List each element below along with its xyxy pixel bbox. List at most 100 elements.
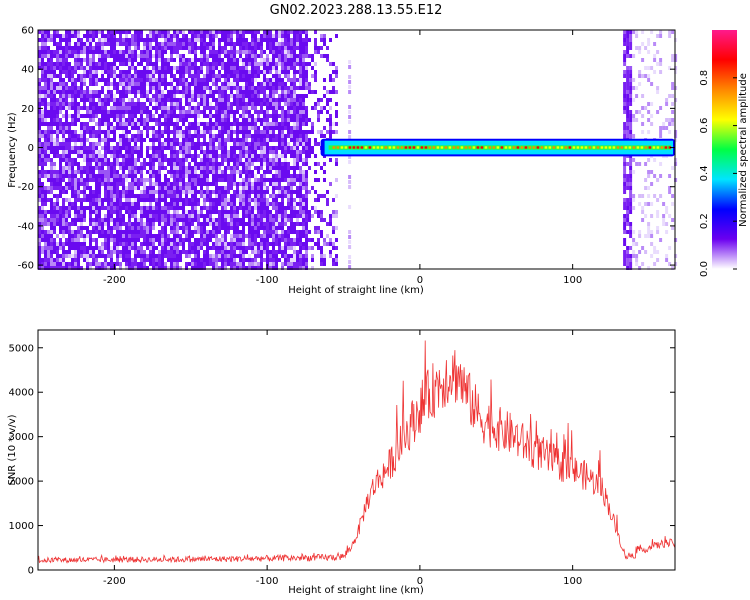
- noise-cell: [296, 130, 299, 134]
- noise-cell: [257, 230, 260, 234]
- noise-cell: [230, 38, 233, 42]
- noise-cell: [287, 90, 290, 94]
- noise-cell: [149, 74, 152, 78]
- noise-cell: [254, 194, 257, 198]
- noise-cell: [119, 206, 122, 210]
- noise-cell: [98, 222, 101, 226]
- noise-cell: [89, 102, 92, 106]
- noise-cell: [152, 74, 155, 78]
- noise-cell: [209, 154, 212, 158]
- noise-cell: [260, 130, 263, 134]
- noise-cell: [128, 142, 131, 146]
- noise-cell: [65, 126, 68, 130]
- noise-cell: [272, 206, 275, 210]
- noise-cell: [218, 54, 221, 58]
- noise-cell: [179, 258, 182, 262]
- noise-cell: [251, 138, 254, 142]
- noise-cell: [236, 138, 239, 142]
- noise-cell: [83, 166, 86, 170]
- noise-cell: [233, 146, 236, 150]
- noise-cell: [182, 130, 185, 134]
- noise-cell: [221, 154, 224, 158]
- noise-cell: [140, 78, 143, 82]
- noise-cell: [155, 238, 158, 242]
- noise-cell: [212, 78, 215, 82]
- noise-cell: [290, 218, 293, 222]
- noise-cell: [50, 182, 53, 186]
- noise-cell: [284, 42, 287, 46]
- noise-cell: [149, 78, 152, 82]
- noise-cell: [209, 110, 212, 114]
- noise-cell: [155, 202, 158, 206]
- noise-cell: [80, 174, 83, 178]
- noise-cell: [50, 190, 53, 194]
- noise-cell: [134, 118, 137, 122]
- noise-cell: [170, 186, 173, 190]
- noise-cell: [287, 114, 290, 118]
- noise-cell: [203, 158, 206, 162]
- noise-cell: [218, 46, 221, 50]
- noise-cell: [110, 162, 113, 166]
- noise-cell: [209, 94, 212, 98]
- noise-cell: [152, 78, 155, 82]
- noise-cell: [170, 226, 173, 230]
- noise-cell: [257, 138, 260, 142]
- noise-cell: [44, 50, 47, 54]
- noise-cell: [329, 182, 332, 186]
- noise-cell: [173, 122, 176, 126]
- noise-cell: [80, 90, 83, 94]
- noise-cell: [287, 254, 290, 258]
- noise-cell: [185, 58, 188, 62]
- noise-cell: [38, 238, 41, 242]
- noise-cell: [92, 230, 95, 234]
- noise-cell: [179, 106, 182, 110]
- noise-cell: [173, 198, 176, 202]
- noise-cell: [284, 30, 287, 34]
- noise-cell: [326, 234, 329, 238]
- noise-cell: [140, 114, 143, 118]
- noise-cell: [155, 138, 158, 142]
- noise-cell: [50, 38, 53, 42]
- noise-cell: [50, 62, 53, 66]
- noise-cell: [119, 82, 122, 86]
- noise-cell: [296, 254, 299, 258]
- noise-cell: [323, 178, 326, 182]
- noise-cell: [227, 190, 230, 194]
- noise-cell: [197, 34, 200, 38]
- noise-cell: [140, 118, 143, 122]
- noise-cell: [230, 238, 233, 242]
- noise-cell: [320, 214, 323, 218]
- noise-cell: [242, 250, 245, 254]
- noise-cell: [230, 46, 233, 50]
- noise-cell: [281, 62, 284, 66]
- noise-cell: [245, 54, 248, 58]
- noise-cell: [107, 246, 110, 250]
- noise-cell: [275, 134, 278, 138]
- noise-cell: [170, 174, 173, 178]
- noise-cell: [242, 126, 245, 130]
- noise-cell: [209, 190, 212, 194]
- noise-cell: [137, 54, 140, 58]
- noise-cell: [146, 246, 149, 250]
- noise-cell: [221, 130, 224, 134]
- noise-cell: [314, 162, 317, 166]
- noise-cell: [74, 142, 77, 146]
- noise-cell: [335, 110, 338, 114]
- noise-cell: [299, 250, 302, 254]
- noise-cell: [626, 38, 630, 42]
- noise-cell: [275, 198, 278, 202]
- noise-cell: [62, 142, 65, 146]
- noise-cell: [275, 102, 278, 106]
- noise-cell: [107, 206, 110, 210]
- noise-cell: [179, 118, 182, 122]
- noise-cell: [242, 222, 245, 226]
- noise-cell: [98, 130, 101, 134]
- noise-cell: [170, 66, 173, 70]
- noise-cell: [227, 58, 230, 62]
- noise-cell: [128, 70, 131, 74]
- noise-cell: [299, 174, 302, 178]
- noise-cell: [278, 42, 281, 46]
- noise-cell: [257, 118, 260, 122]
- noise-cell: [281, 122, 284, 126]
- noise-cell: [179, 130, 182, 134]
